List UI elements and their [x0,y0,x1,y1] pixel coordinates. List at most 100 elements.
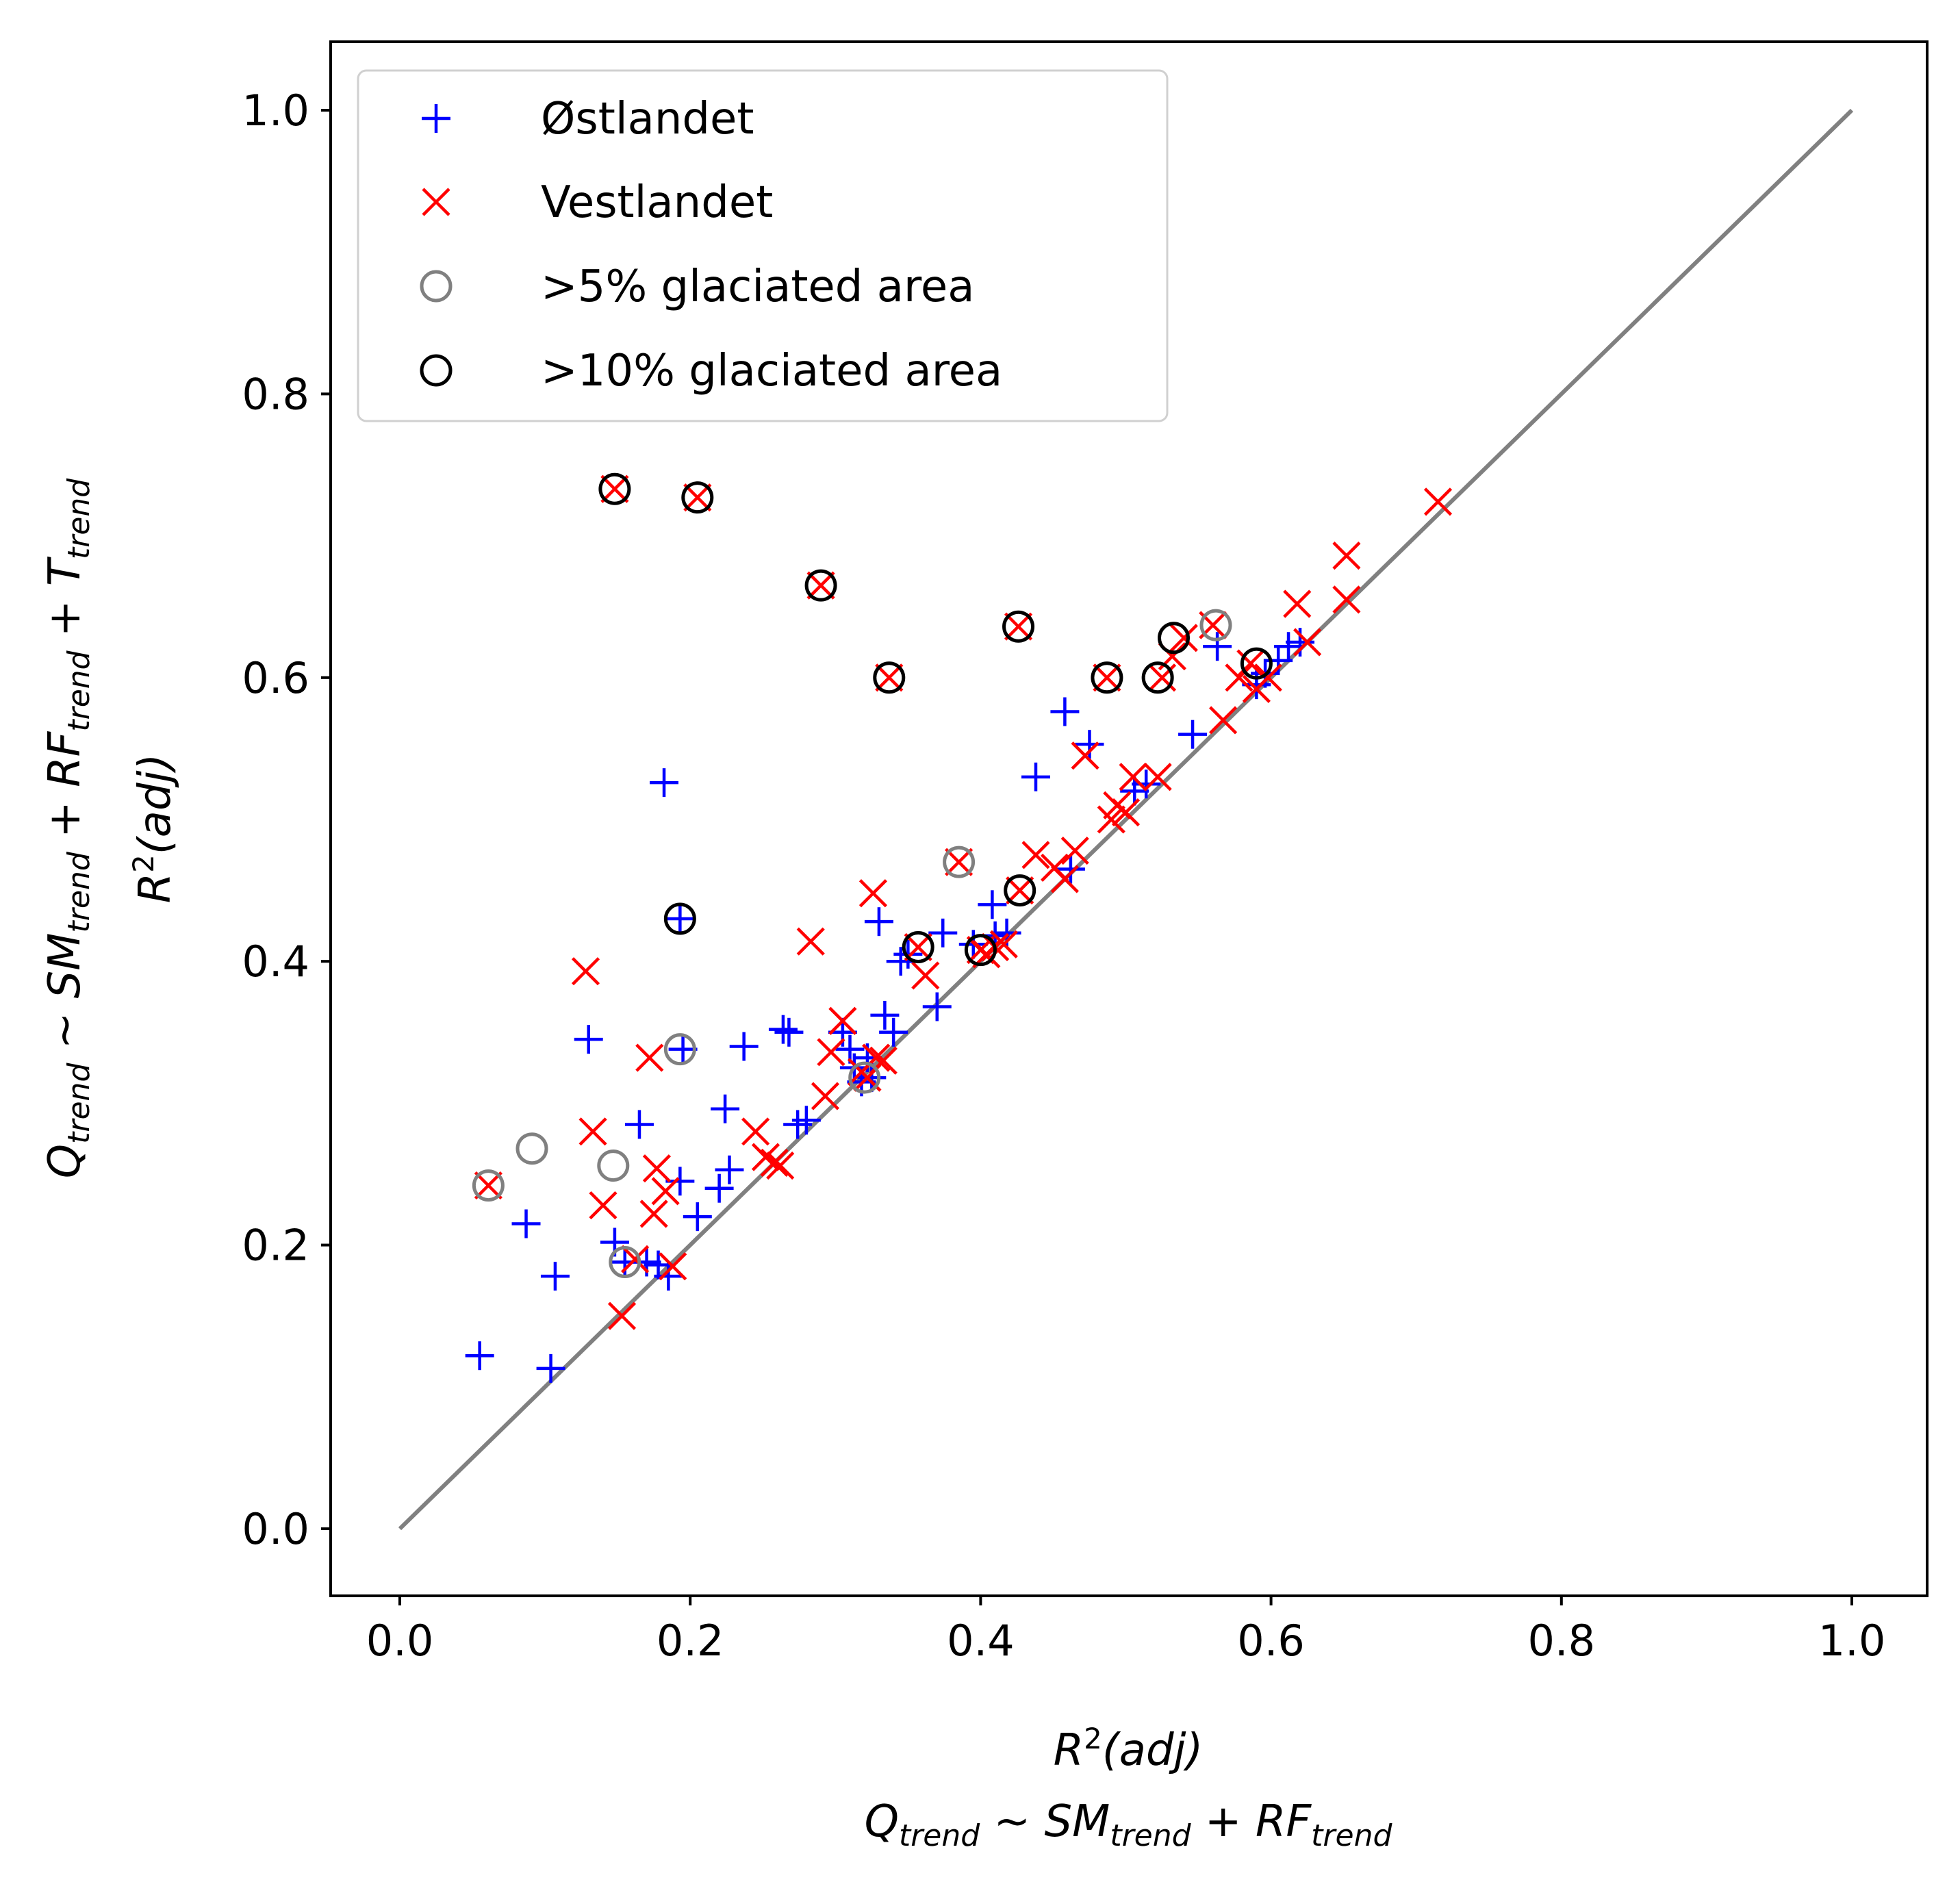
glaciated-5pct-point [597,1149,630,1182]
oestlandet-point [928,918,958,948]
vestlandet-point [659,1252,687,1281]
vestlandet-point [1111,798,1141,827]
glaciated-10pct-points [598,472,1273,967]
oestlandet-point [1203,632,1232,661]
reference-line-layer [398,108,1854,1531]
glaciated-5pct-point [663,1033,696,1066]
legend-box [357,69,1169,422]
oestlandet-point [978,890,1007,919]
oestlandet-point [774,1017,804,1047]
vestlandet-point [1004,612,1033,641]
oestlandet-point [1178,720,1208,749]
vestlandet-point [1236,649,1265,678]
vestlandet-point [1169,624,1198,652]
vestlandet-point [741,1117,770,1146]
glaciated-10pct-point [598,472,631,505]
vestlandet-point [1293,628,1322,657]
y-tick-label: 0.6 [242,653,309,703]
vestlandet-point [904,932,932,962]
oestlandet-point [879,1017,908,1047]
y-tick-label: 0.4 [242,937,309,987]
vestlandet-point [1119,763,1147,791]
vestlandet-point [760,1148,789,1178]
vestlandet-point [1332,585,1361,614]
glaciated-10pct-point [1091,661,1123,694]
oestlandet-point [654,1262,683,1291]
legend-marker-oestlandet-point [422,104,450,133]
oestlandet-point [893,939,923,969]
oestlandet-point [536,1353,565,1383]
oestlandet-point [768,1015,798,1044]
x-tick-label: 0.6 [1237,1616,1305,1666]
glaciated-5pct-point [609,1245,641,1278]
vestlandet-point [1283,589,1312,618]
x-tick-label: 0.0 [366,1616,434,1666]
vestlandet-point [639,1199,668,1228]
x-tick-label: 0.2 [657,1616,724,1666]
oestlandet-point [1075,730,1104,759]
oestlandet-point [511,1209,541,1238]
oestlandet-point [1021,762,1050,791]
glaciated-10pct-point [964,934,997,967]
oestlandet-point [624,1110,654,1139]
vestlandet-point [1332,542,1361,570]
oestlandet-point [922,992,952,1021]
y-axis-label-line2: R2(adj) [127,754,181,904]
legend-label-glaciated-10pct-point: >10% glaciated area [541,346,1002,396]
legend-entries: Østlandet Vestlandet >5% glaciated area >10… [420,94,1002,396]
legend-marker-glaciated-10pct-point [420,354,453,387]
vestlandet-point [600,474,629,503]
vestlandet-point [578,1117,607,1146]
vestlandet-point [1021,841,1050,869]
oestlandet-point [870,1000,900,1030]
x-tick-label: 0.8 [1527,1616,1595,1666]
oestlandet-point [665,904,695,934]
x-tick-label: 1.0 [1818,1616,1886,1666]
oestlandet-point [1274,632,1303,661]
glaciated-5pct-point [848,1061,881,1094]
vestlandet-point [944,848,973,876]
y-axis-label: Qtrend ~ SMtrend + RFtrend + Ttrend R2(a… [40,478,181,1179]
glaciated-10pct-point [873,661,906,694]
y-axis-ticks: 0.0 0.2 0.4 0.6 0.8 1.0 [242,86,331,1554]
vestlandet-point [806,571,835,600]
vestlandet-point [911,961,940,990]
glaciated-10pct-point [902,930,934,963]
vestlandet-point [642,1154,672,1183]
vestlandet-point [1225,663,1253,692]
vestlandet-point [1209,706,1238,735]
legend-label-glaciated-5pct-point: >5% glaciated area [541,262,974,312]
oestlandet-point [715,1155,744,1184]
vestlandet-point [811,1082,840,1110]
x-tick-label: 0.4 [947,1616,1015,1666]
vestlandet-point [862,1043,891,1072]
glaciated-5pct-point [943,845,976,878]
y-axis-label-line1: Qtrend ~ SMtrend + RFtrend + Ttrend [40,478,97,1179]
oestlandet-point [574,1025,603,1054]
x-axis-ticks: 0.0 0.2 0.4 0.6 0.8 1.0 [366,1596,1886,1666]
vestlandet-point [1253,663,1282,692]
oestlandet-point [1286,628,1315,657]
glaciated-10pct-point [1002,610,1035,643]
glaciated-10pct-point [663,902,696,935]
vestlandet-point [828,1006,857,1035]
oestlandet-point [668,1034,698,1064]
data-marks [465,472,1453,1383]
glaciated-5pct-point [1199,609,1232,641]
vestlandet-point [751,1143,780,1171]
oestlandet-point [1120,776,1149,806]
glaciated-5pct-point [516,1132,548,1165]
glaciated-5pct-points [472,609,1232,1278]
oestlandet-point [1132,770,1161,799]
oestlandet-point [729,1032,759,1061]
vestlandet-point [607,1301,637,1330]
oestlandet-point [711,1094,740,1123]
oestlandet-point [650,768,679,798]
legend-label-vestlandet-point: Vestlandet [541,177,773,228]
y-tick-label: 0.2 [242,1221,309,1271]
oestlandet-point [857,1063,887,1093]
oestlandet-point [1050,697,1080,726]
plot-frame [329,40,1929,1597]
oestlandet-point [1056,854,1085,884]
